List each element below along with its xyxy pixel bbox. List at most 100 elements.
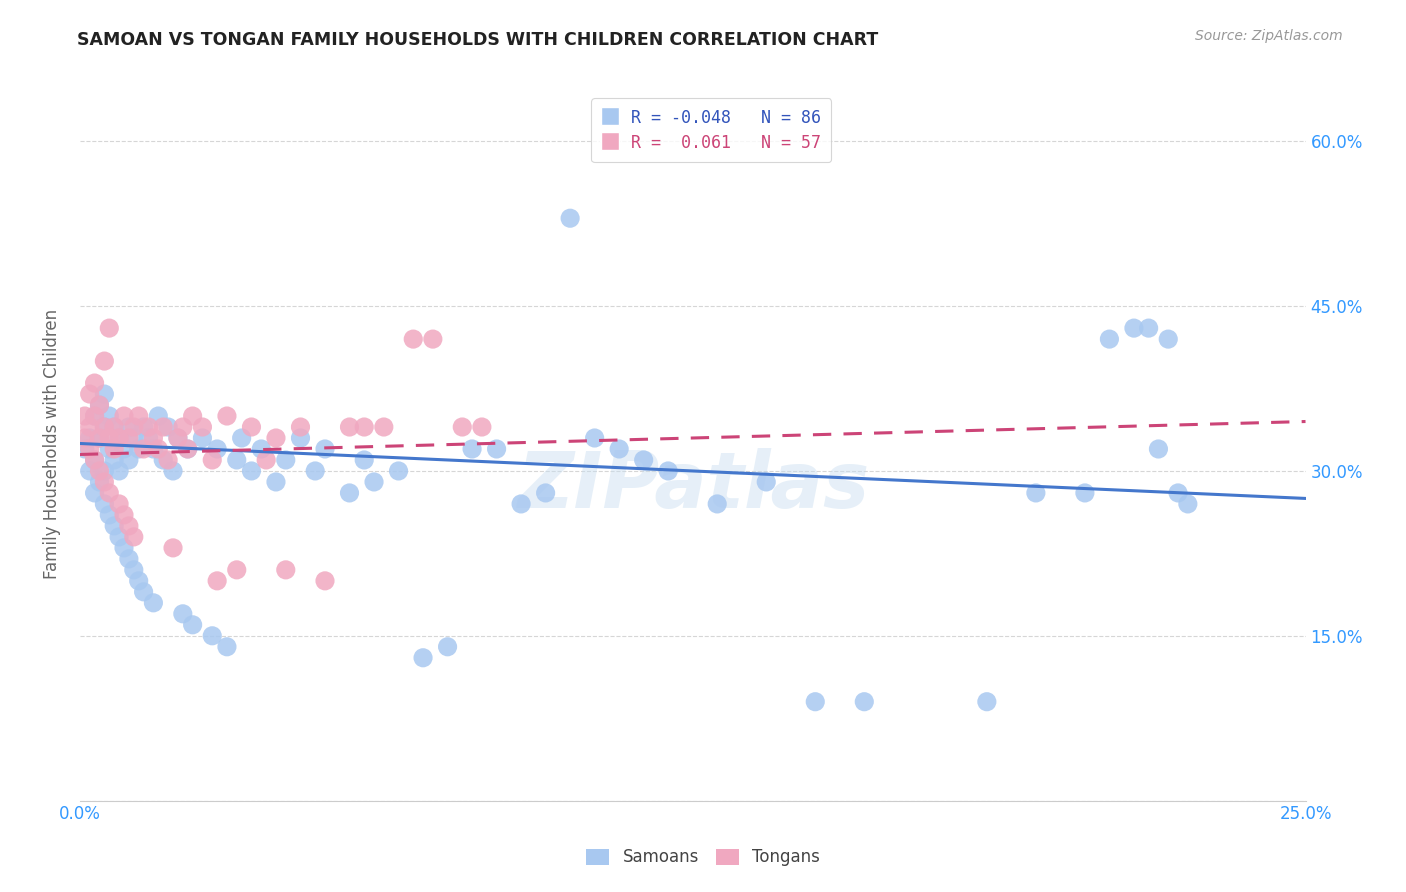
Point	[73, 431, 96, 445]
Point	[339, 486, 361, 500]
Point	[314, 574, 336, 588]
Point	[98, 431, 121, 445]
Point	[363, 475, 385, 489]
Point	[373, 420, 395, 434]
Legend: Samoans, Tongans: Samoans, Tongans	[579, 842, 827, 873]
Point	[83, 453, 105, 467]
Point	[177, 442, 200, 456]
Point	[290, 431, 312, 445]
Point	[1025, 486, 1047, 500]
Point	[79, 431, 101, 445]
Point	[471, 420, 494, 434]
Point	[98, 442, 121, 456]
Point	[314, 442, 336, 456]
Point	[132, 584, 155, 599]
Point	[122, 431, 145, 445]
Point	[1098, 332, 1121, 346]
Point	[201, 629, 224, 643]
Point	[422, 332, 444, 346]
Point	[172, 607, 194, 621]
Point	[436, 640, 458, 654]
Point	[290, 420, 312, 434]
Point	[353, 453, 375, 467]
Point	[172, 420, 194, 434]
Point	[108, 431, 131, 445]
Point	[304, 464, 326, 478]
Point	[103, 519, 125, 533]
Point	[274, 453, 297, 467]
Point	[657, 464, 679, 478]
Point	[534, 486, 557, 500]
Point	[387, 464, 409, 478]
Point	[633, 453, 655, 467]
Point	[122, 420, 145, 434]
Point	[108, 497, 131, 511]
Point	[264, 431, 287, 445]
Point	[1177, 497, 1199, 511]
Point	[83, 486, 105, 500]
Legend: R = -0.048   N = 86, R =  0.061   N = 57: R = -0.048 N = 86, R = 0.061 N = 57	[592, 98, 831, 162]
Point	[93, 387, 115, 401]
Point	[118, 420, 141, 434]
Point	[1074, 486, 1097, 500]
Point	[118, 519, 141, 533]
Point	[83, 409, 105, 423]
Point	[225, 563, 247, 577]
Point	[73, 409, 96, 423]
Point	[118, 552, 141, 566]
Point	[89, 398, 111, 412]
Point	[93, 420, 115, 434]
Point	[451, 420, 474, 434]
Point	[103, 442, 125, 456]
Point	[118, 453, 141, 467]
Point	[167, 431, 190, 445]
Point	[93, 497, 115, 511]
Point	[353, 420, 375, 434]
Point	[231, 431, 253, 445]
Point	[93, 475, 115, 489]
Point	[128, 574, 150, 588]
Point	[804, 695, 827, 709]
Point	[103, 420, 125, 434]
Point	[510, 497, 533, 511]
Point	[152, 420, 174, 434]
Point	[89, 464, 111, 478]
Point	[1167, 486, 1189, 500]
Point	[461, 442, 484, 456]
Text: SAMOAN VS TONGAN FAMILY HOUSEHOLDS WITH CHILDREN CORRELATION CHART: SAMOAN VS TONGAN FAMILY HOUSEHOLDS WITH …	[77, 31, 879, 49]
Point	[142, 596, 165, 610]
Point	[191, 431, 214, 445]
Point	[132, 442, 155, 456]
Point	[205, 574, 228, 588]
Point	[1147, 442, 1170, 456]
Point	[706, 497, 728, 511]
Point	[93, 354, 115, 368]
Point	[201, 453, 224, 467]
Point	[152, 453, 174, 467]
Point	[215, 409, 238, 423]
Point	[138, 420, 160, 434]
Point	[181, 617, 204, 632]
Point	[167, 431, 190, 445]
Point	[162, 464, 184, 478]
Point	[412, 650, 434, 665]
Point	[339, 420, 361, 434]
Point	[240, 464, 263, 478]
Point	[976, 695, 998, 709]
Point	[79, 420, 101, 434]
Point	[485, 442, 508, 456]
Point	[108, 530, 131, 544]
Point	[89, 431, 111, 445]
Point	[122, 563, 145, 577]
Point	[215, 640, 238, 654]
Point	[583, 431, 606, 445]
Point	[132, 420, 155, 434]
Point	[108, 431, 131, 445]
Point	[98, 508, 121, 522]
Point	[225, 453, 247, 467]
Point	[1157, 332, 1180, 346]
Point	[122, 530, 145, 544]
Point	[205, 442, 228, 456]
Point	[1122, 321, 1144, 335]
Point	[108, 464, 131, 478]
